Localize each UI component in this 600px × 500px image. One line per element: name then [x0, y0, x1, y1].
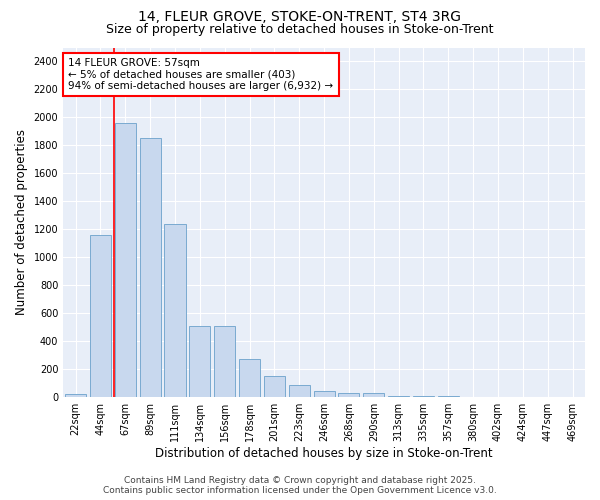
Bar — [388, 396, 409, 397]
X-axis label: Distribution of detached houses by size in Stoke-on-Trent: Distribution of detached houses by size … — [155, 447, 493, 460]
Y-axis label: Number of detached properties: Number of detached properties — [15, 130, 28, 316]
Text: Contains HM Land Registry data © Crown copyright and database right 2025.
Contai: Contains HM Land Registry data © Crown c… — [103, 476, 497, 495]
Bar — [214, 326, 235, 397]
Bar — [164, 224, 185, 397]
Text: 14 FLEUR GROVE: 57sqm
← 5% of detached houses are smaller (403)
94% of semi-deta: 14 FLEUR GROVE: 57sqm ← 5% of detached h… — [68, 58, 334, 91]
Bar — [314, 391, 335, 397]
Bar — [338, 392, 359, 397]
Bar — [140, 138, 161, 397]
Bar — [65, 394, 86, 397]
Bar — [90, 235, 111, 397]
Text: 14, FLEUR GROVE, STOKE-ON-TRENT, ST4 3RG: 14, FLEUR GROVE, STOKE-ON-TRENT, ST4 3RG — [139, 10, 461, 24]
Bar — [438, 396, 459, 397]
Bar — [239, 360, 260, 397]
Bar — [463, 396, 484, 397]
Text: Size of property relative to detached houses in Stoke-on-Trent: Size of property relative to detached ho… — [106, 22, 494, 36]
Bar — [413, 396, 434, 397]
Bar — [189, 326, 211, 397]
Bar — [115, 123, 136, 397]
Bar — [264, 376, 285, 397]
Bar — [363, 394, 385, 397]
Bar — [289, 384, 310, 397]
